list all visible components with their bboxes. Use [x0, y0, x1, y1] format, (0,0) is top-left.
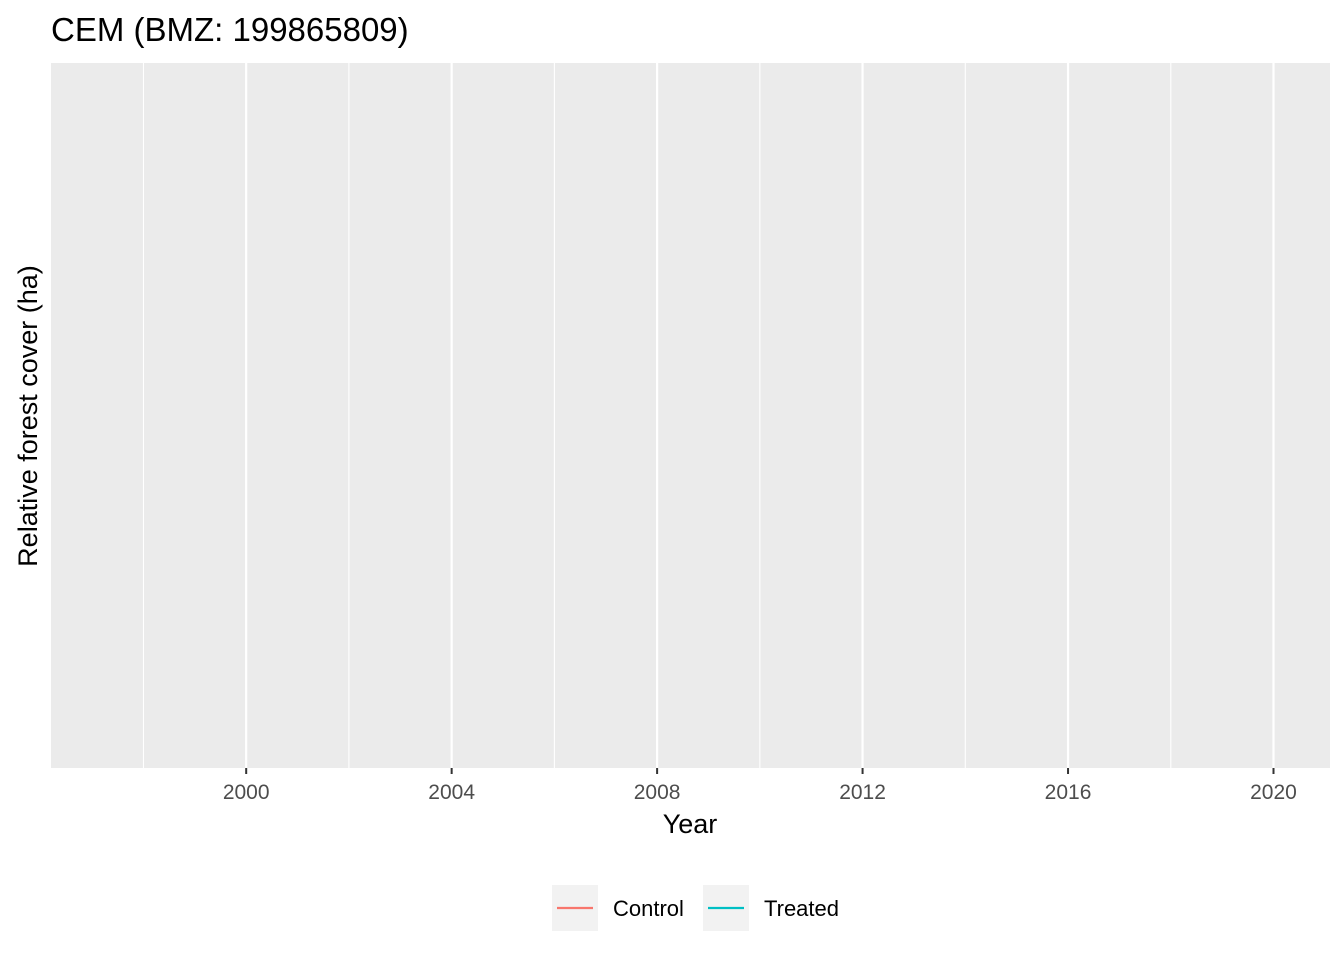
x-axis-tick-labels: 2000 2004 2008 2012 2016 2020 — [223, 781, 1297, 804]
x-tick-label: 2020 — [1250, 781, 1297, 804]
x-axis-ticks — [245, 768, 1275, 774]
legend-label: Treated — [764, 896, 839, 921]
minor-gridlines — [142, 63, 1172, 768]
chart-title: CEM (BMZ: 199865809) — [51, 11, 409, 48]
x-tick-label: 2004 — [428, 781, 475, 804]
x-axis-label: Year — [663, 809, 718, 839]
major-gridlines — [245, 63, 1275, 768]
y-axis-label: Relative forest cover (ha) — [13, 265, 43, 567]
legend-item-treated: Treated — [703, 885, 839, 931]
legend: Control Treated — [552, 885, 839, 931]
legend-item-control: Control — [552, 885, 684, 931]
legend-label: Control — [613, 896, 684, 921]
x-tick-label: 2012 — [839, 781, 886, 804]
x-tick-label: 2016 — [1045, 781, 1092, 804]
plot-panel — [51, 63, 1330, 768]
x-tick-label: 2000 — [223, 781, 270, 804]
x-tick-label: 2008 — [634, 781, 681, 804]
